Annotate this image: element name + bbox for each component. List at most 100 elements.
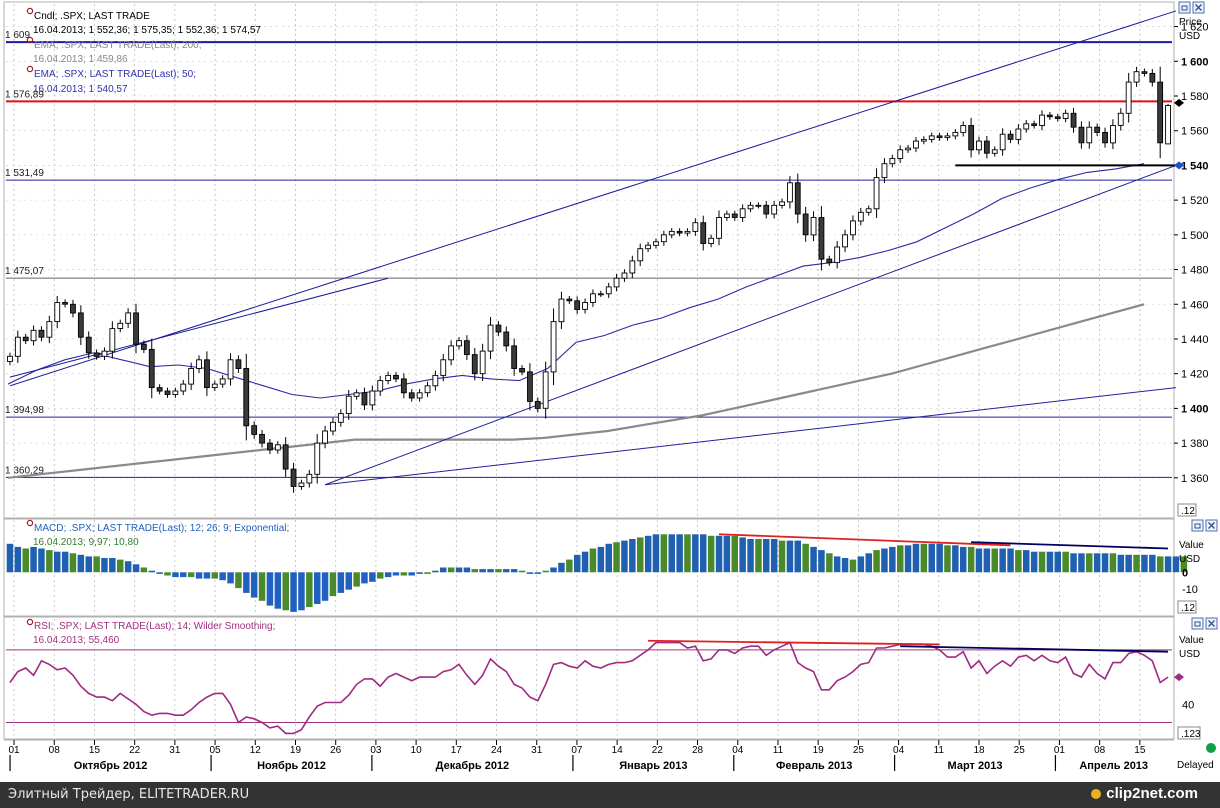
price-grid xyxy=(6,4,1172,738)
restore-icon[interactable] xyxy=(1191,519,1204,532)
candle-body xyxy=(1015,128,1022,140)
candle-body xyxy=(463,340,470,356)
candle-body xyxy=(14,336,21,357)
macd-bar xyxy=(999,548,1006,573)
candle-body xyxy=(913,140,919,149)
candle-body xyxy=(282,444,289,470)
macd-bar xyxy=(1054,551,1061,573)
macd-bar xyxy=(763,539,770,573)
candle-body xyxy=(393,374,399,380)
candle-body xyxy=(842,234,848,248)
candle-body xyxy=(1046,114,1053,118)
price-level-label: 1 475,07 xyxy=(5,266,44,277)
date-tick-label: 08 xyxy=(49,745,61,756)
macd-bar xyxy=(1093,553,1101,573)
macd-bar xyxy=(369,572,376,582)
macd-bar xyxy=(479,569,486,573)
rsi-divergence-line xyxy=(900,645,1169,653)
macd-bar xyxy=(912,543,920,573)
macd-bar xyxy=(432,570,439,573)
price-legend-line-4: 16.04.2013; 1 459,86 xyxy=(33,54,128,65)
close-icon[interactable] xyxy=(1192,1,1205,14)
candle-body xyxy=(566,298,573,302)
price-legend-line-1: Cndl; .SPX; LAST TRADE xyxy=(34,11,150,22)
candle-body xyxy=(471,354,478,375)
price-scale-badge: .12 xyxy=(1181,506,1195,517)
macd-bar xyxy=(1125,554,1132,573)
macd-bar xyxy=(1062,551,1069,573)
candle-body xyxy=(1117,112,1124,126)
date-tick-label: 25 xyxy=(853,745,865,756)
price-legend-line-2: 16.04.2013; 1 552,36; 1 575,35; 1 552,36… xyxy=(33,25,261,36)
macd-bar xyxy=(6,543,14,573)
date-tick-label: 04 xyxy=(732,745,744,756)
candle-body xyxy=(1070,112,1077,128)
candle-body xyxy=(653,241,659,246)
footer-logo[interactable]: clip2net.com xyxy=(1091,785,1198,802)
candle-body xyxy=(519,368,525,373)
price-tick-label: 1 440 xyxy=(1181,334,1209,346)
macd-bar xyxy=(629,539,636,573)
candle-body xyxy=(361,392,368,406)
date-tick-label: 18 xyxy=(973,745,985,756)
candle-body xyxy=(1102,131,1108,144)
restore-icon[interactable] xyxy=(1191,617,1204,630)
macd-bar xyxy=(589,548,597,573)
candle-body xyxy=(897,149,904,159)
macd-bar xyxy=(487,569,494,573)
macd-bar xyxy=(361,572,368,584)
candle-body xyxy=(385,374,392,382)
macd-bar xyxy=(936,543,943,573)
date-tick-label: 26 xyxy=(330,745,342,756)
candle-body xyxy=(369,390,376,406)
macd-bar xyxy=(1157,556,1164,573)
macd-bar xyxy=(983,548,991,573)
date-tick-label: 17 xyxy=(451,745,463,756)
macd-bar xyxy=(802,543,809,573)
candle-body xyxy=(534,401,541,409)
candle-body xyxy=(763,204,770,215)
candle-body xyxy=(983,140,990,154)
macd-bar xyxy=(550,567,557,573)
candle-body xyxy=(1023,123,1030,130)
macd-bar xyxy=(250,572,258,598)
price-tick-label: 1 480 xyxy=(1181,265,1209,277)
candle-body xyxy=(211,383,218,389)
macd-bar xyxy=(518,570,526,573)
macd-bar xyxy=(952,545,959,573)
restore-icon[interactable] xyxy=(1178,1,1191,14)
close-icon[interactable] xyxy=(1205,519,1218,532)
candle-body xyxy=(928,135,935,140)
date-axis: 01 08 15 22 31 05 12 19 26 03 10 17 24 31 07 14 22 28 04 11… xyxy=(4,739,1174,772)
macd-bar xyxy=(778,540,786,573)
candle-body xyxy=(936,135,943,139)
candle-body xyxy=(542,371,549,409)
macd-bar xyxy=(920,543,928,573)
candle-body xyxy=(22,336,29,342)
price-panel-controls[interactable] xyxy=(1178,1,1205,14)
candle-body xyxy=(1062,112,1069,119)
close-icon[interactable] xyxy=(1205,617,1218,630)
macd-bar xyxy=(700,534,707,573)
month-label: Март 2013 xyxy=(948,760,1003,772)
candle-body xyxy=(259,433,265,444)
macd-legend-line-2: 16.04.2013; 9,97; 10,80 xyxy=(33,537,139,548)
macd-bar xyxy=(298,572,305,611)
candle-body xyxy=(660,234,667,243)
macd-bar xyxy=(739,537,746,573)
macd-bar xyxy=(684,534,691,573)
candle-body xyxy=(1133,71,1140,83)
rsi-divergence-lines xyxy=(648,639,1169,653)
macd-bar xyxy=(928,543,935,573)
candle-body xyxy=(1086,126,1093,144)
macd-bar xyxy=(306,572,313,608)
macd-bar xyxy=(707,535,715,573)
candle-body xyxy=(400,378,407,394)
rsi-legend: RSI; .SPX; LAST TRADE(Last); 14; Wilder … xyxy=(26,618,275,646)
date-tick-label: 24 xyxy=(491,745,503,756)
macd-bar xyxy=(235,572,242,589)
price-tick-label: 1 460 xyxy=(1181,299,1209,311)
macd-panel-controls[interactable] xyxy=(1191,519,1218,532)
price-legend-line-6: 16.04.2013; 1 540,57 xyxy=(33,84,128,95)
rsi-panel-controls[interactable] xyxy=(1191,617,1218,630)
